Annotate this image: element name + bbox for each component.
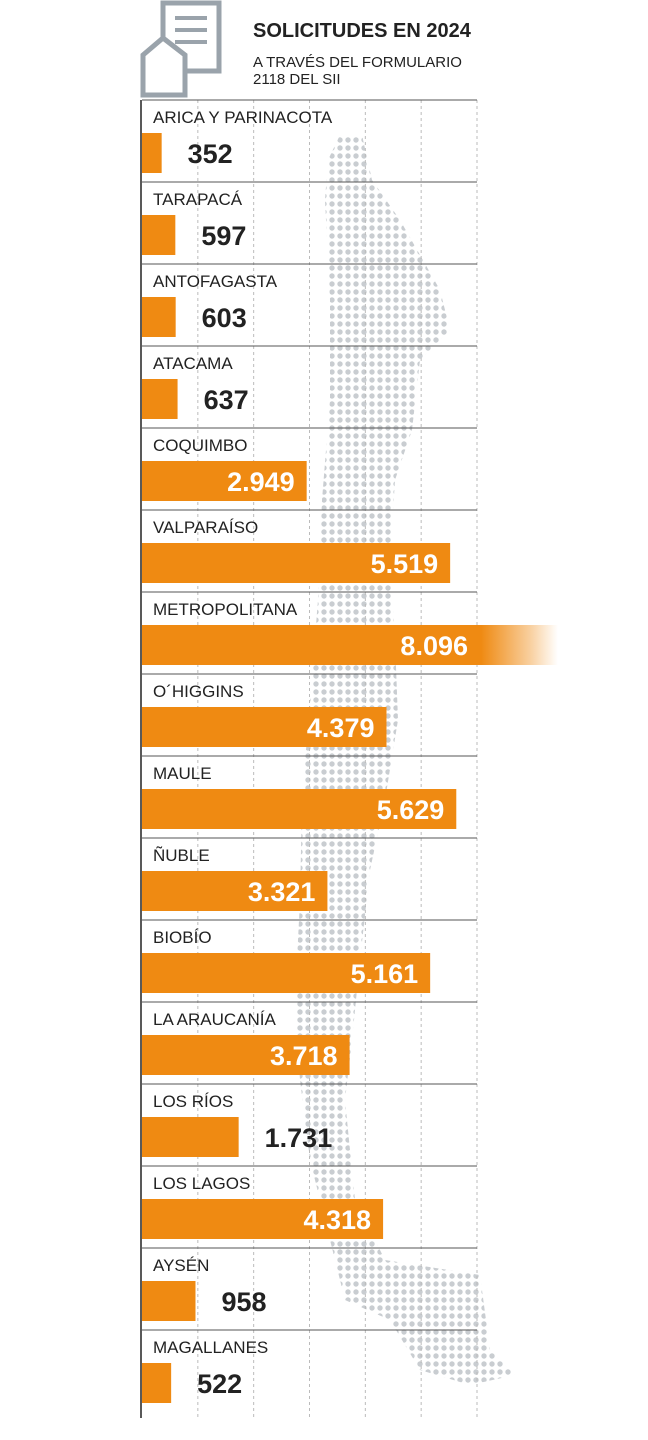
bar bbox=[142, 953, 431, 993]
category-label: MAGALLANES bbox=[153, 1338, 268, 1357]
bar bbox=[142, 297, 176, 337]
bar bbox=[142, 1199, 384, 1239]
category-label: ATACAMA bbox=[153, 354, 233, 373]
category-label: METROPOLITANA bbox=[153, 600, 298, 619]
bar bbox=[142, 625, 595, 665]
value-label: 3.718 bbox=[270, 1041, 338, 1071]
bar bbox=[142, 871, 328, 911]
bar bbox=[142, 133, 162, 173]
value-label: 352 bbox=[188, 139, 233, 169]
value-label: 597 bbox=[201, 221, 246, 251]
category-label: ARICA Y PARINACOTA bbox=[153, 108, 333, 127]
category-label: COQUIMBO bbox=[153, 436, 247, 455]
value-label: 603 bbox=[202, 303, 247, 333]
chart-subtitle: A TRAVÉS DEL FORMULARIO 2118 DEL SII bbox=[253, 54, 462, 88]
value-label: 5.629 bbox=[377, 795, 445, 825]
category-label: VALPARAÍSO bbox=[153, 518, 258, 537]
bar bbox=[142, 1281, 196, 1321]
category-label: O´HIGGINS bbox=[153, 682, 244, 701]
value-label: 522 bbox=[197, 1369, 242, 1399]
category-label: LA ARAUCANÍA bbox=[153, 1010, 276, 1029]
category-label: BIOBÍO bbox=[153, 928, 212, 947]
value-label: 4.379 bbox=[307, 713, 375, 743]
chart-title: SOLICITUDES EN 2024 bbox=[253, 20, 471, 42]
bar bbox=[142, 1363, 172, 1403]
value-label: 958 bbox=[221, 1287, 266, 1317]
category-label: MAULE bbox=[153, 764, 212, 783]
bar bbox=[142, 461, 307, 501]
bar bbox=[142, 789, 457, 829]
bar bbox=[142, 215, 176, 255]
value-label: 1.731 bbox=[265, 1123, 333, 1153]
category-label: AYSÉN bbox=[153, 1256, 209, 1275]
value-label: 4.318 bbox=[304, 1205, 372, 1235]
category-label: ANTOFAGASTA bbox=[153, 272, 278, 291]
bar bbox=[142, 379, 178, 419]
bar bbox=[142, 1117, 239, 1157]
document-icon bbox=[140, 0, 222, 98]
value-label: 3.321 bbox=[248, 877, 316, 907]
grid bbox=[197, 100, 478, 1418]
value-label: 5.519 bbox=[371, 549, 439, 579]
category-label: LOS LAGOS bbox=[153, 1174, 250, 1193]
bar bbox=[142, 707, 387, 747]
bar bbox=[142, 1035, 350, 1075]
category-label: TARAPACÁ bbox=[153, 190, 243, 209]
value-label: 637 bbox=[204, 385, 249, 415]
map-dots bbox=[295, 135, 515, 1385]
value-label: 8.096 bbox=[400, 631, 468, 661]
bar bbox=[142, 543, 451, 583]
category-label: LOS RÍOS bbox=[153, 1092, 233, 1111]
value-label: 2.949 bbox=[227, 467, 295, 497]
value-label: 5.161 bbox=[351, 959, 419, 989]
category-label: ÑUBLE bbox=[153, 846, 210, 865]
